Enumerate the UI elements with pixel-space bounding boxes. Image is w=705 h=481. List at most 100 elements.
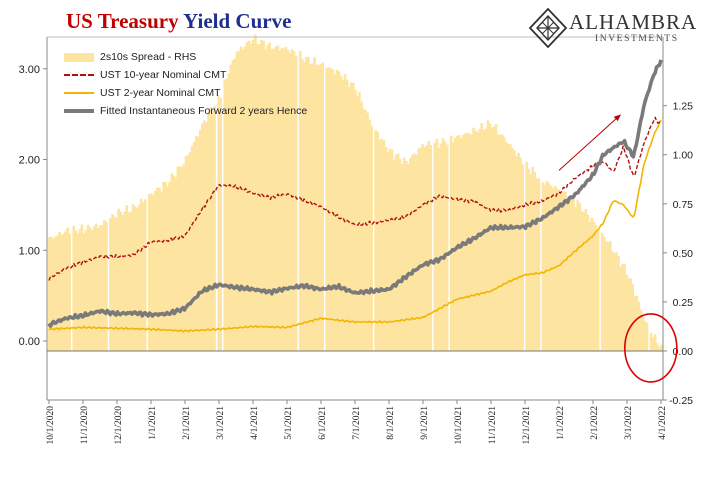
- spread-bar: [378, 139, 382, 351]
- spread-bar: [358, 92, 361, 351]
- spread-bar: [651, 337, 655, 351]
- spread-bar: [168, 181, 171, 351]
- x-tick-label: 1/1/2021: [148, 406, 158, 440]
- spread-bar: [194, 136, 198, 351]
- spread-bar: [123, 211, 127, 351]
- x-tick-label: 9/1/2021: [420, 406, 430, 440]
- spread-bar: [506, 144, 510, 351]
- spread-bar: [423, 146, 426, 351]
- spread-bar: [502, 137, 506, 351]
- spread-bar: [572, 198, 575, 351]
- y-tick-label-right: 0.25: [673, 297, 694, 309]
- spread-bar: [292, 51, 296, 351]
- spread-bar: [623, 263, 626, 351]
- legend-item-2y: UST 2-year Nominal CMT: [64, 84, 307, 102]
- spread-bar: [54, 236, 57, 351]
- spread-bar: [441, 137, 445, 351]
- spread-bar: [564, 191, 567, 351]
- spread-bar: [217, 95, 220, 351]
- spread-bar: [329, 68, 333, 351]
- spread-bar: [272, 48, 276, 351]
- x-tick-label: 10/1/2020: [46, 406, 56, 445]
- spread-bar: [417, 148, 420, 351]
- legend-item-spread: 2s10s Spread - RHS: [64, 48, 307, 66]
- spread-bar: [158, 187, 161, 351]
- spread-bar: [72, 225, 76, 351]
- spread-bar: [84, 229, 88, 351]
- spread-bar: [478, 128, 482, 351]
- legend-item-forward: Fitted Instantaneous Forward 2 years Hen…: [64, 102, 307, 120]
- spread-bar: [362, 108, 365, 351]
- spread-bar: [413, 153, 416, 351]
- spread-bar: [633, 295, 637, 351]
- spread-bar: [535, 178, 539, 351]
- spread-bar: [251, 39, 255, 351]
- highlight-ellipse: [623, 313, 678, 383]
- spread-bar: [631, 284, 635, 351]
- spread-bar: [659, 344, 663, 351]
- spread-bar: [409, 157, 412, 351]
- spread-bar: [629, 278, 633, 351]
- spread-bar: [235, 51, 239, 351]
- spread-bar: [560, 194, 563, 351]
- spread-bar: [655, 343, 659, 351]
- spread-bar: [613, 253, 616, 351]
- spread-bar: [584, 209, 588, 351]
- spread-bar: [203, 120, 206, 351]
- spread-bar: [421, 144, 424, 351]
- y-tick-label-right: 0.75: [673, 199, 694, 211]
- spread-bar: [113, 216, 116, 351]
- spread-bar: [94, 223, 98, 351]
- spread-bar: [392, 159, 396, 351]
- spread-bar: [186, 155, 190, 351]
- x-tick-label: 3/1/2021: [216, 406, 226, 440]
- spread-bar: [101, 224, 104, 351]
- spread-bar: [290, 49, 294, 351]
- chart-series: [47, 59, 663, 333]
- spread-bar: [331, 69, 335, 351]
- x-tick-label: 12/1/2021: [522, 406, 532, 445]
- spread-bar: [439, 143, 443, 351]
- spread-bar: [317, 65, 320, 351]
- spread-bar: [66, 227, 69, 351]
- spread-bar: [190, 146, 194, 351]
- spread-bar: [482, 129, 486, 351]
- spread-bar: [205, 122, 208, 351]
- spread-bar: [268, 42, 271, 351]
- spread-bar: [494, 124, 498, 351]
- spread-bar: [537, 178, 541, 351]
- spread-bar: [327, 67, 331, 351]
- spread-bar: [64, 231, 67, 351]
- spread-bar: [504, 142, 508, 351]
- spread-bar: [388, 148, 392, 351]
- spread-bar: [241, 49, 245, 351]
- spread-bar: [300, 58, 304, 351]
- spread-bar: [580, 211, 584, 351]
- x-tick-label: 11/1/2021: [488, 406, 498, 444]
- spread-bar: [92, 226, 96, 351]
- title-part-1: US Treasury: [66, 9, 179, 33]
- spread-bar: [649, 333, 653, 351]
- spread-bar: [50, 236, 53, 351]
- spread-bar: [56, 235, 59, 351]
- spread-bar: [109, 218, 112, 351]
- spread-bar: [617, 255, 620, 351]
- spread-bar: [315, 64, 318, 351]
- spread-bar: [337, 71, 341, 351]
- spread-bar: [133, 206, 137, 351]
- spread-bar: [500, 134, 504, 351]
- spread-bar: [590, 217, 594, 351]
- spread-bar: [200, 123, 204, 351]
- spread-bar: [592, 221, 596, 351]
- spread-bar: [543, 184, 547, 351]
- x-tick-label: 2/1/2022: [590, 406, 600, 440]
- spread-bar: [496, 134, 500, 351]
- spread-bar: [88, 227, 92, 351]
- x-tick-label: 12/1/2020: [114, 406, 124, 445]
- spread-bar: [643, 320, 647, 351]
- x-tick-label: 8/1/2021: [386, 406, 396, 440]
- spread-bar: [213, 105, 216, 351]
- legend-label: UST 2-year Nominal CMT: [100, 87, 221, 99]
- spread-bar: [541, 182, 545, 351]
- spread-bar: [149, 193, 153, 351]
